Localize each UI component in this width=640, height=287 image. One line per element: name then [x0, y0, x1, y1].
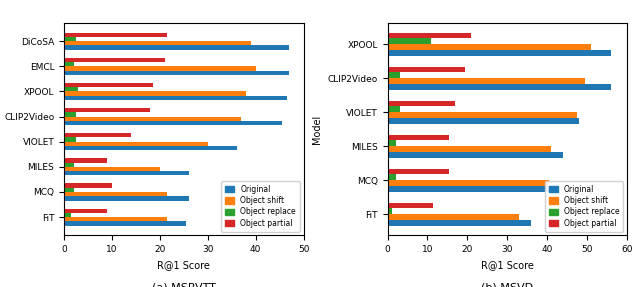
Bar [64, 71, 289, 75]
Bar [388, 135, 449, 140]
Bar [388, 168, 449, 174]
Bar [64, 213, 71, 217]
Bar [64, 121, 282, 125]
Bar [64, 163, 74, 167]
Bar [64, 117, 241, 121]
Bar [64, 217, 167, 221]
Bar [64, 33, 167, 37]
Bar [388, 186, 559, 192]
Bar [388, 180, 549, 186]
Bar [64, 96, 287, 100]
Bar [64, 188, 74, 192]
Bar [388, 220, 531, 226]
Bar [388, 112, 577, 118]
Bar [388, 208, 392, 214]
Bar [64, 183, 112, 188]
Bar [388, 44, 591, 50]
Bar [388, 78, 585, 84]
Bar [64, 171, 189, 175]
Bar [64, 112, 76, 117]
Bar [64, 158, 107, 163]
Bar [64, 133, 131, 137]
Bar [64, 92, 246, 96]
Bar [64, 209, 107, 213]
Bar [388, 38, 431, 44]
Bar [64, 45, 289, 50]
X-axis label: R@1 Score: R@1 Score [481, 260, 534, 269]
Bar [64, 37, 76, 41]
Bar [388, 101, 456, 106]
X-axis label: R@1 Score: R@1 Score [157, 260, 211, 269]
Bar [64, 66, 256, 71]
Bar [64, 196, 189, 201]
Bar [64, 108, 150, 112]
Bar [64, 142, 208, 146]
Bar [388, 72, 399, 78]
Legend: Original, Object shift, Object replace, Object partial: Original, Object shift, Object replace, … [545, 181, 623, 232]
Bar [64, 221, 186, 226]
Bar [388, 33, 472, 38]
Bar [388, 67, 465, 72]
Bar [388, 106, 399, 112]
Bar [388, 214, 519, 220]
Bar [388, 84, 611, 90]
Y-axis label: Model: Model [312, 115, 322, 144]
Legend: Original, Object shift, Object replace, Object partial: Original, Object shift, Object replace, … [221, 181, 300, 232]
Bar [388, 203, 433, 208]
Bar [388, 146, 551, 152]
Bar [64, 146, 237, 150]
Bar [388, 152, 563, 158]
Bar [388, 174, 396, 180]
Bar [64, 83, 153, 87]
Bar [64, 41, 251, 45]
Text: (a) MSRVTT: (a) MSRVTT [152, 282, 216, 287]
Bar [388, 50, 611, 56]
Bar [64, 87, 78, 92]
Bar [64, 167, 160, 171]
Bar [388, 118, 579, 124]
Bar [388, 140, 396, 146]
Text: (b) MSVD: (b) MSVD [481, 282, 533, 287]
Bar [64, 192, 167, 196]
Bar [64, 137, 76, 142]
Bar [64, 62, 74, 66]
Bar [64, 58, 164, 62]
